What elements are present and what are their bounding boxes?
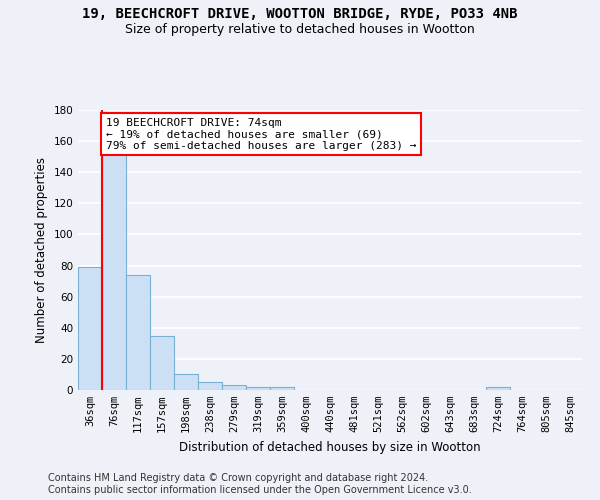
- Y-axis label: Number of detached properties: Number of detached properties: [35, 157, 48, 343]
- Bar: [222, 386, 246, 390]
- Bar: [78, 267, 102, 390]
- Text: Size of property relative to detached houses in Wootton: Size of property relative to detached ho…: [125, 22, 475, 36]
- Bar: [246, 387, 270, 390]
- Text: Contains HM Land Registry data © Crown copyright and database right 2024.
Contai: Contains HM Land Registry data © Crown c…: [48, 474, 472, 495]
- Text: 19 BEECHCROFT DRIVE: 74sqm
← 19% of detached houses are smaller (69)
79% of semi: 19 BEECHCROFT DRIVE: 74sqm ← 19% of deta…: [106, 118, 416, 151]
- X-axis label: Distribution of detached houses by size in Wootton: Distribution of detached houses by size …: [179, 440, 481, 454]
- Bar: [150, 336, 174, 390]
- Bar: [126, 275, 150, 390]
- Bar: [174, 374, 198, 390]
- Text: 19, BEECHCROFT DRIVE, WOOTTON BRIDGE, RYDE, PO33 4NB: 19, BEECHCROFT DRIVE, WOOTTON BRIDGE, RY…: [82, 8, 518, 22]
- Bar: [486, 387, 510, 390]
- Bar: [198, 382, 222, 390]
- Bar: [102, 154, 126, 390]
- Bar: [270, 387, 294, 390]
